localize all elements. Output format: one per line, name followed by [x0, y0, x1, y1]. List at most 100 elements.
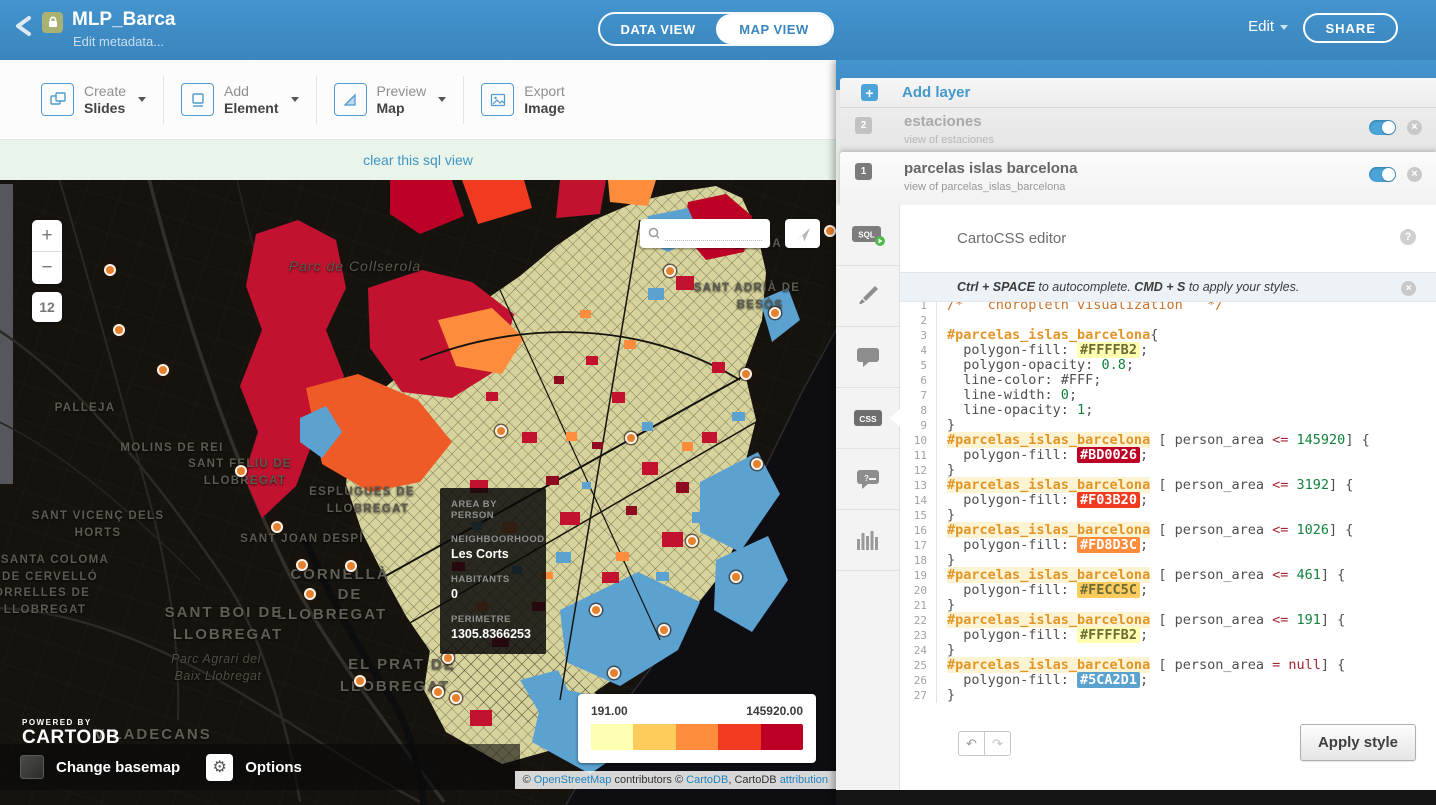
tab-sql[interactable]: SQL — [836, 205, 899, 266]
code-line: 19#parcelas_islas_barcelona [ person_are… — [900, 568, 1436, 583]
chevron-down-icon — [1280, 25, 1288, 30]
export-image-button[interactable]: ExportImage — [463, 76, 581, 124]
station-dot[interactable] — [625, 432, 637, 444]
cartodb-map-editor: MLP_Barca Edit metadata... DATA VIEW MAP… — [0, 0, 1436, 805]
station-dot[interactable] — [751, 458, 763, 470]
station-dot[interactable] — [658, 624, 670, 636]
layer-item-estaciones[interactable]: 2 estaciones view of estaciones × — [840, 108, 1436, 152]
redo-button[interactable]: ↷ — [984, 731, 1011, 756]
station-dot[interactable] — [495, 425, 507, 437]
map-place-label: MOLINS DE REI — [120, 442, 223, 454]
edit-dropdown[interactable]: Edit — [1248, 18, 1288, 35]
station-dot[interactable] — [296, 559, 308, 571]
apply-style-button[interactable]: Apply style — [1300, 724, 1416, 761]
create-slides-button[interactable]: CreateSlides — [24, 76, 163, 124]
legend-swatch — [676, 724, 718, 750]
close-icon[interactable]: × — [1401, 281, 1416, 296]
map-attribution: © OpenStreetMap contributors © CartoDB, … — [515, 771, 836, 789]
paintbrush-icon — [855, 283, 881, 309]
station-dot[interactable] — [113, 324, 125, 336]
tab-infowindow[interactable] — [836, 327, 899, 388]
station-dot[interactable] — [304, 588, 316, 600]
edit-metadata-link[interactable]: Edit metadata... — [73, 34, 164, 49]
code-line: 15} — [900, 508, 1436, 523]
add-layer-button[interactable]: + Add layer — [840, 78, 1436, 108]
preview-map-button[interactable]: PreviewMap — [316, 76, 464, 124]
help-icon[interactable]: ? — [1400, 229, 1416, 245]
cartocss-editor-panel: CartoCSS editor ? Ctrl + SPACE to autoco… — [900, 205, 1436, 790]
map-place-label: Parc Agrari del — [171, 652, 261, 666]
tab-stats[interactable] — [836, 510, 899, 571]
code-line: 11 polygon-fill: #BD0026; — [900, 448, 1436, 463]
paper-plane-icon — [794, 225, 812, 243]
station-dot[interactable] — [664, 265, 676, 277]
tab-wizard[interactable] — [836, 266, 899, 327]
map-place-label: Baix Llobregat — [175, 669, 262, 683]
station-dot[interactable] — [450, 692, 462, 704]
zoom-in-button[interactable]: + — [32, 220, 62, 252]
station-dot[interactable] — [235, 465, 247, 477]
data-view-tab[interactable]: DATA VIEW — [600, 14, 716, 44]
code-line: 21} — [900, 598, 1436, 613]
layer-visibility-toggle[interactable] — [1369, 167, 1396, 182]
chevron-down-icon[interactable] — [291, 97, 299, 102]
back-arrow-icon[interactable] — [10, 13, 36, 39]
map-view-tab[interactable]: MAP VIEW — [716, 14, 832, 44]
station-dot[interactable] — [104, 264, 116, 276]
code-line: 6 line-color: #FFF; — [900, 373, 1436, 388]
share-button[interactable]: SHARE — [1303, 13, 1398, 43]
station-dot[interactable] — [730, 571, 742, 583]
attribution-link[interactable]: attribution — [780, 774, 828, 786]
code-line: 20 polygon-fill: #FECC5C; — [900, 583, 1436, 598]
code-line: 3#parcelas_islas_barcelona{ — [900, 328, 1436, 343]
change-basemap-button[interactable]: Change basemap — [56, 759, 180, 776]
station-dot[interactable] — [271, 521, 283, 533]
options-button[interactable]: Options — [245, 759, 302, 776]
tooltip-title: AREA BY PERSON — [451, 499, 535, 521]
code-line: 7 line-width: 0; — [900, 388, 1436, 403]
layer-item-parcelas[interactable]: 1 parcelas islas barcelona view of parce… — [840, 152, 1436, 205]
station-dot[interactable] — [590, 604, 602, 616]
visualization-title[interactable]: MLP_Barca — [72, 9, 176, 31]
station-dot[interactable] — [345, 560, 357, 572]
map-canvas[interactable]: Parc de CollserolaLLEFIASANT ADRIÀ DEBES… — [0, 180, 836, 805]
attribution-link[interactable]: CartoDB — [686, 774, 728, 786]
station-dot[interactable] — [686, 535, 698, 547]
svg-text:SQL: SQL — [858, 231, 875, 240]
sql-view-banner: clear this sql view — [0, 140, 836, 180]
gear-icon[interactable]: ⚙ — [206, 754, 233, 781]
code-line: 4 polygon-fill: #FFFFB2; — [900, 343, 1436, 358]
svg-text:?: ? — [864, 474, 869, 483]
close-icon[interactable]: × — [1407, 120, 1422, 135]
close-icon[interactable]: × — [1407, 167, 1422, 182]
app-header: MLP_Barca Edit metadata... DATA VIEW MAP… — [0, 0, 1436, 60]
speech-bubble-icon — [855, 345, 881, 369]
cartocss-code-area[interactable]: 1/* choropleth visualization */2 3#parce… — [900, 302, 1436, 717]
code-line: 22#parcelas_islas_barcelona [ person_are… — [900, 613, 1436, 628]
station-dot[interactable] — [608, 667, 620, 679]
tab-legends[interactable]: ? — [836, 449, 899, 510]
chevron-down-icon[interactable] — [438, 97, 446, 102]
code-line: 16#parcelas_islas_barcelona [ person_are… — [900, 523, 1436, 538]
station-dot[interactable] — [740, 368, 752, 380]
locate-button[interactable] — [785, 219, 820, 248]
layer-visibility-toggle[interactable] — [1369, 120, 1396, 135]
undo-button[interactable]: ↶ — [958, 731, 985, 756]
station-dot[interactable] — [769, 307, 781, 319]
basemap-thumbnail[interactable] — [20, 755, 44, 779]
station-dot[interactable] — [354, 675, 366, 687]
zoom-out-button[interactable]: − — [32, 252, 62, 284]
code-line: 17 polygon-fill: #FD8D3C; — [900, 538, 1436, 553]
code-line: 9} — [900, 418, 1436, 433]
image-icon — [481, 83, 514, 116]
map-place-label: LLOBREGAT — [4, 604, 86, 616]
chevron-down-icon[interactable] — [138, 97, 146, 102]
station-dot[interactable] — [157, 364, 169, 376]
attribution-link[interactable]: OpenStreetMap — [534, 774, 612, 786]
map-search-input[interactable] — [665, 227, 762, 241]
clear-sql-view-link[interactable]: clear this sql view — [363, 152, 473, 168]
add-element-button[interactable]: AddElement — [163, 76, 315, 124]
map-place-label: DE CERVELLÓ — [2, 571, 98, 583]
station-dot[interactable] — [432, 686, 444, 698]
station-dot[interactable] — [824, 225, 836, 237]
